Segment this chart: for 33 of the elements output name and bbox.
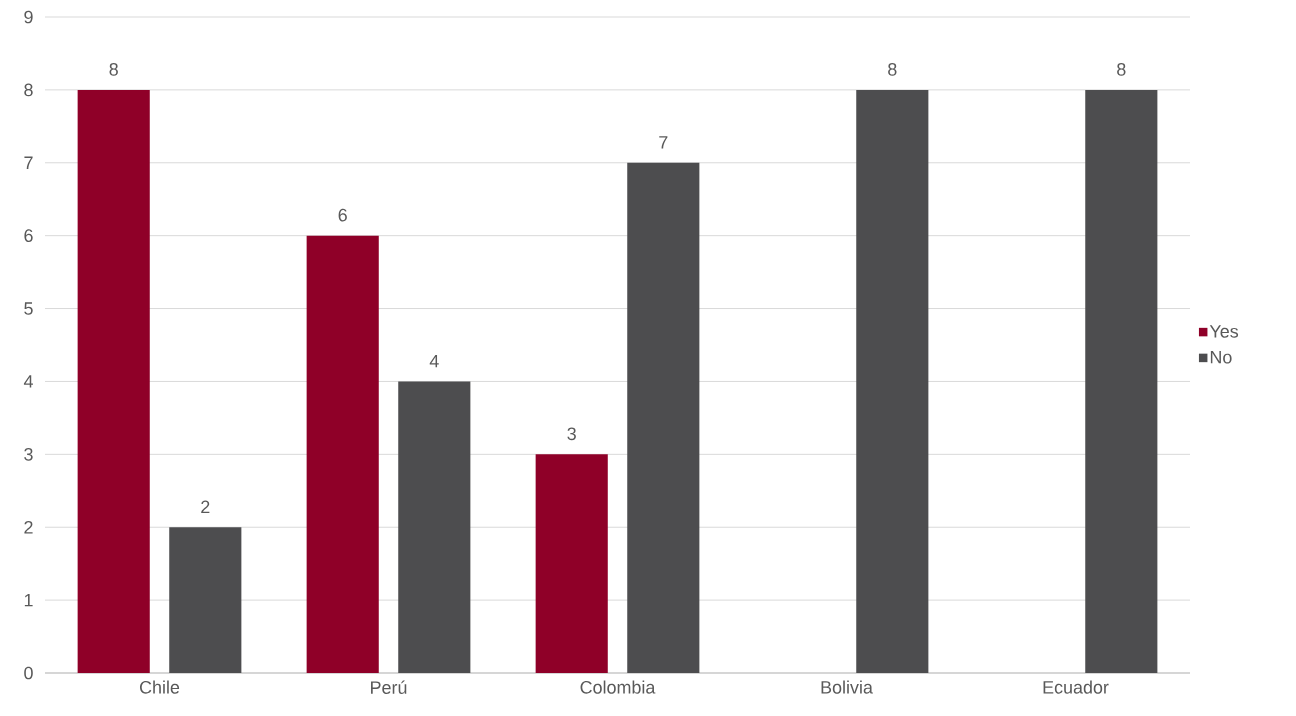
y-tick-label: 8 (24, 83, 33, 97)
bar (77, 89, 150, 673)
y-tick-label: 5 (24, 302, 33, 315)
x-tick-label: Perú (371, 680, 407, 694)
x-tick-label: Chile (139, 680, 180, 694)
data-label: 4 (429, 354, 439, 368)
data-label: 6 (338, 208, 347, 222)
data-label: 7 (659, 136, 668, 149)
bar (627, 162, 700, 673)
data-label: 2 (201, 500, 210, 514)
y-tick-label: 7 (24, 156, 33, 169)
bar (535, 454, 608, 673)
bar (398, 381, 471, 673)
x-tick-label: Ecuador (1043, 680, 1109, 694)
legend-label: No (1210, 350, 1232, 364)
legend-label: Yes (1209, 325, 1239, 338)
data-label: 8 (109, 62, 118, 76)
y-tick-label: 0 (24, 666, 33, 680)
y-tick-label: 9 (24, 10, 33, 24)
bar (306, 235, 379, 673)
bar (856, 89, 929, 673)
data-label: 8 (1117, 62, 1126, 76)
y-tick-label: 2 (24, 520, 33, 534)
y-tick-label: 4 (23, 375, 33, 388)
y-tick-label: 3 (24, 447, 33, 461)
y-tick-label: 6 (24, 229, 33, 243)
bar (1085, 89, 1158, 673)
data-label: 3 (567, 427, 576, 441)
bar (169, 527, 242, 673)
data-label: 8 (888, 62, 897, 76)
x-tick-label: Bolivia (821, 680, 873, 694)
x-tick-label: Colombia (580, 680, 656, 694)
y-tick-label: 1 (24, 593, 33, 607)
